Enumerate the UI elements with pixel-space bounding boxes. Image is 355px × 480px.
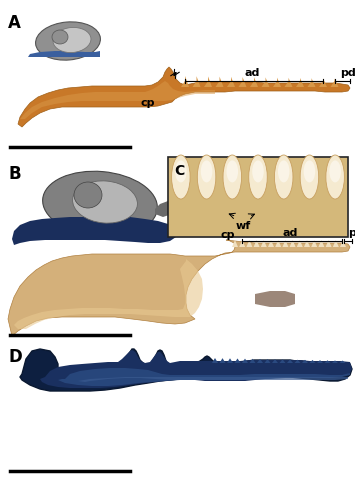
Polygon shape [261, 240, 267, 248]
Polygon shape [307, 79, 316, 88]
Polygon shape [324, 360, 331, 363]
Polygon shape [332, 360, 338, 363]
Ellipse shape [175, 161, 187, 183]
Polygon shape [273, 78, 281, 88]
Polygon shape [318, 240, 324, 248]
Polygon shape [232, 240, 238, 248]
Polygon shape [250, 359, 256, 363]
Ellipse shape [326, 156, 344, 200]
Ellipse shape [274, 156, 293, 200]
Text: ad: ad [282, 228, 298, 238]
Polygon shape [333, 240, 339, 248]
Polygon shape [227, 78, 235, 88]
Polygon shape [282, 240, 288, 248]
Text: ad: ad [244, 68, 260, 78]
Polygon shape [192, 77, 201, 88]
Polygon shape [239, 240, 245, 248]
Polygon shape [287, 360, 293, 363]
Text: pd: pd [340, 68, 355, 78]
Polygon shape [272, 360, 278, 363]
Polygon shape [8, 240, 350, 336]
Polygon shape [284, 79, 293, 88]
Ellipse shape [329, 161, 341, 183]
Text: B: B [8, 165, 21, 182]
Polygon shape [255, 291, 295, 307]
Ellipse shape [36, 23, 100, 61]
Ellipse shape [74, 182, 102, 209]
Polygon shape [326, 240, 332, 248]
Polygon shape [181, 77, 189, 88]
Ellipse shape [201, 161, 212, 183]
Polygon shape [296, 79, 304, 88]
Polygon shape [257, 359, 263, 363]
Bar [168, 157, 348, 238]
Polygon shape [295, 360, 300, 363]
Text: C: C [174, 164, 184, 178]
Ellipse shape [43, 172, 157, 237]
Polygon shape [227, 359, 233, 363]
Polygon shape [246, 240, 252, 248]
Polygon shape [58, 368, 350, 386]
Polygon shape [242, 359, 248, 363]
Polygon shape [235, 359, 240, 363]
Polygon shape [239, 78, 246, 88]
Polygon shape [317, 360, 323, 363]
Polygon shape [20, 349, 352, 391]
Polygon shape [28, 52, 100, 58]
Ellipse shape [52, 31, 68, 45]
Text: cp: cp [141, 98, 155, 108]
Polygon shape [204, 77, 212, 88]
Polygon shape [155, 202, 175, 217]
Ellipse shape [53, 28, 91, 53]
Polygon shape [18, 68, 350, 128]
Polygon shape [264, 360, 271, 363]
Polygon shape [20, 82, 215, 120]
Text: wf: wf [236, 220, 251, 230]
Text: pd: pd [348, 228, 355, 238]
Polygon shape [311, 240, 317, 248]
Polygon shape [279, 360, 285, 363]
Ellipse shape [197, 156, 216, 200]
Polygon shape [339, 361, 345, 363]
Ellipse shape [171, 156, 190, 200]
Polygon shape [275, 240, 281, 248]
Bar [169, 159, 347, 237]
Polygon shape [340, 240, 346, 248]
Polygon shape [40, 350, 352, 388]
Ellipse shape [249, 156, 267, 200]
Ellipse shape [226, 161, 238, 183]
Polygon shape [78, 377, 348, 382]
Polygon shape [268, 240, 274, 248]
Polygon shape [319, 79, 327, 88]
Ellipse shape [252, 161, 264, 183]
Polygon shape [253, 240, 260, 248]
Ellipse shape [72, 181, 137, 224]
Polygon shape [212, 358, 218, 363]
Text: D: D [8, 347, 22, 365]
Polygon shape [297, 240, 303, 248]
Polygon shape [215, 77, 224, 88]
Polygon shape [250, 78, 258, 88]
Polygon shape [262, 78, 269, 88]
Polygon shape [310, 360, 316, 363]
Polygon shape [12, 217, 178, 245]
Polygon shape [290, 240, 296, 248]
Ellipse shape [223, 156, 241, 200]
Polygon shape [304, 240, 310, 248]
Polygon shape [14, 260, 203, 329]
Polygon shape [331, 79, 339, 88]
Ellipse shape [278, 161, 289, 183]
Ellipse shape [304, 161, 315, 183]
Polygon shape [302, 360, 308, 363]
Text: cp: cp [221, 229, 235, 240]
Text: A: A [8, 14, 21, 32]
Ellipse shape [300, 156, 319, 200]
Polygon shape [219, 359, 225, 363]
